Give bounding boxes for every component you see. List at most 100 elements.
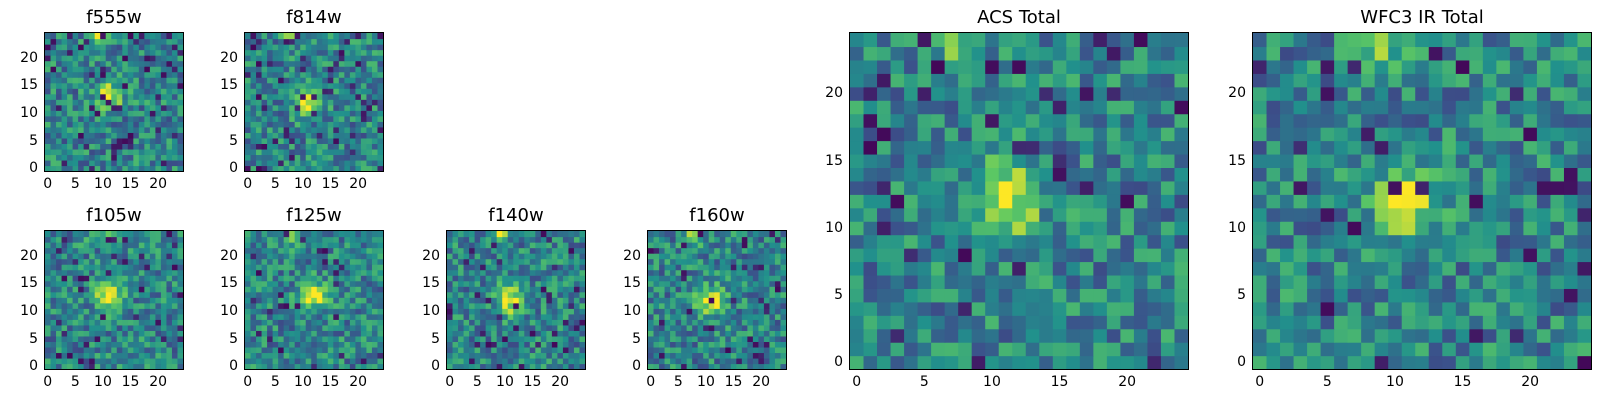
heatmap-cell [469,242,476,249]
heatmap-cell [155,66,162,73]
heatmap-cell [272,330,279,337]
heatmap-cell [111,247,118,254]
heatmap-cell [116,77,123,84]
heatmap-cell [1147,221,1162,236]
heatmap-cell [94,165,101,171]
heatmap-cell [355,297,362,304]
heatmap-cell [524,324,531,331]
heatmap-cell [56,44,63,51]
heatmap-cell [1415,127,1430,142]
heatmap-cell [250,346,257,354]
heatmap-cell [1012,180,1027,195]
heatmap-cell [138,313,145,320]
heatmap-cell [105,236,112,243]
heatmap-cell [149,236,156,243]
heatmap-cell [540,319,547,326]
heatmap-cell [686,330,693,337]
heatmap-cell [294,242,301,249]
heatmap-cell [1093,73,1108,88]
heatmap-cell [305,297,312,304]
heatmap-cell [349,66,356,73]
heatmap-cell [1388,113,1403,128]
heatmap-cell [1079,86,1094,101]
heatmap-cell [245,132,252,139]
heatmap-cell [127,82,134,89]
heatmap-cell [360,60,368,67]
heatmap-cell [133,110,140,117]
heatmap-cell [355,137,362,144]
y-tick-label: 0 [229,160,238,177]
heatmap-cell [300,55,307,62]
heatmap-cell [1147,127,1162,142]
heatmap-cell [752,231,759,238]
heatmap-cell [327,275,334,282]
heatmap-cell [327,264,334,271]
heatmap-cell [1361,194,1376,209]
heatmap-cell [149,71,156,78]
heatmap-cell [758,236,765,243]
heatmap-cell [670,313,677,320]
heatmap-cell [366,88,373,95]
heatmap-cell [355,286,362,293]
heatmap-cell [166,115,173,122]
heatmap-cell [877,234,892,249]
heatmap-cell [958,140,973,155]
heatmap-cell [752,330,759,337]
heatmap-cell [719,280,726,287]
heatmap-cell [507,264,514,271]
heatmap-cell [267,269,274,276]
heatmap-cell [371,154,379,161]
heatmap-cell [94,280,101,287]
heatmap-cell [72,38,79,45]
heatmap-cell [333,313,340,320]
heatmap-cell [452,280,459,287]
heatmap-cell [171,110,179,117]
heatmap-cell [485,324,492,331]
heatmap-cell [719,363,726,369]
heatmap-cell [105,280,112,287]
heatmap-cell [708,258,715,265]
heatmap-cell [305,308,312,315]
heatmap-cell [850,221,865,236]
heatmap-cell [349,286,356,293]
y-tick-label: 15 [220,77,238,94]
heatmap-cell [1025,86,1040,101]
heatmap-cell [250,93,257,100]
heatmap-cell [540,247,547,254]
y-tick-label: 10 [220,105,238,122]
heatmap-cell [1147,355,1162,369]
heatmap-cell [56,143,63,150]
heatmap-cell [774,264,782,271]
heatmap-cell [278,93,285,100]
heatmap-cell [1106,328,1121,343]
heatmap-cell [267,137,274,144]
heatmap-cell [133,132,140,139]
heatmap-cell [998,221,1013,236]
heatmap-cell [758,258,765,265]
heatmap-cell [289,33,296,40]
heatmap-cell [311,66,318,73]
heatmap-cell [653,242,660,249]
heatmap-cell [78,165,85,171]
heatmap-cell [133,363,140,369]
heatmap-cell [89,357,96,365]
heatmap-cell [267,236,274,243]
heatmap-cell [1093,194,1108,209]
heatmap-cell [1120,261,1135,276]
heatmap-cell [250,341,257,348]
heatmap-cell [61,99,68,106]
heatmap-cell [67,286,74,293]
heatmap-cell [850,167,865,182]
heatmap-cell [177,275,183,282]
heatmap-cell [1025,73,1040,88]
heatmap-cell [45,313,52,320]
heatmap-cell [355,154,362,161]
heatmap-cell [507,253,514,260]
heatmap-cell [338,275,345,282]
heatmap-cell [1347,342,1362,357]
heatmap-cell [89,154,96,161]
heatmap-cell [1079,194,1094,209]
heatmap-cell [769,335,776,342]
heatmap-cell [283,121,290,128]
heatmap-cell [133,49,140,56]
